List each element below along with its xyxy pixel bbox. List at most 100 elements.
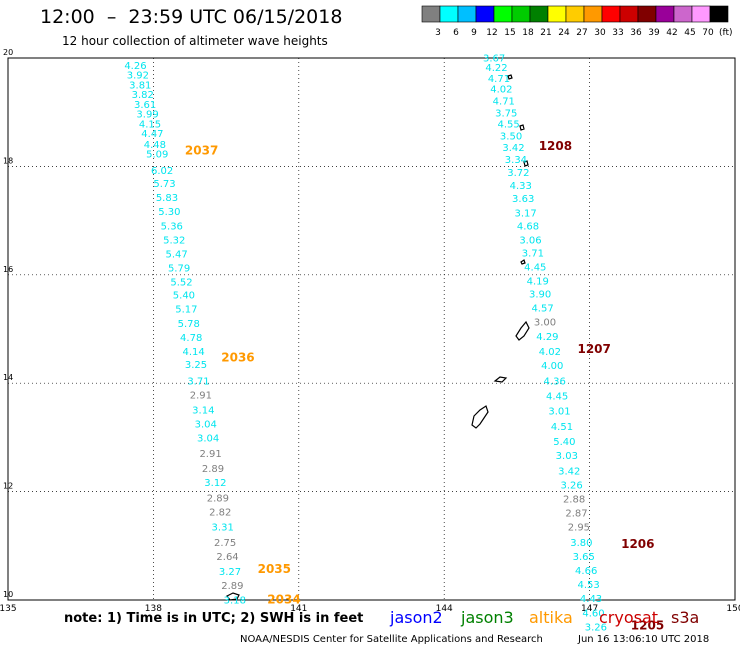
wave-height-value: 4.71 (488, 74, 510, 85)
wave-height-value: 3.04 (195, 420, 217, 431)
wave-height-value: 3.61 (134, 100, 156, 111)
wave-height-value: 3.63 (512, 194, 534, 205)
wave-height-value: 4.45 (524, 262, 546, 273)
wave-height-value: 4.19 (527, 277, 549, 288)
wave-height-value: 3.92 (127, 71, 149, 82)
wave-height-value: 5.73 (153, 179, 175, 190)
satellite-cryosat-label: cryosat (599, 608, 659, 627)
wave-height-value: 4.53 (577, 580, 599, 591)
satellite-s3a-label: s3a (671, 608, 700, 627)
wave-height-value: 5.52 (170, 278, 192, 289)
pass-time-label: 2035 (258, 562, 291, 576)
wave-height-value: 4.60 (582, 608, 604, 619)
wave-height-value: 4.43 (580, 594, 602, 605)
wave-height-value: 2.91 (199, 449, 221, 460)
wave-height-value: 3.75 (495, 109, 517, 120)
pass-time-label: 1208 (539, 139, 572, 153)
wave-height-value: 3.80 (570, 538, 592, 549)
legend-swatch (709, 5, 729, 23)
wave-height-value: 4.00 (541, 361, 563, 372)
legend-tick-label: 9 (471, 28, 477, 38)
wave-height-value: 3.71 (522, 248, 544, 259)
wave-height-value: 4.29 (536, 332, 558, 343)
wave-height-value: 3.82 (132, 90, 154, 101)
wave-height-value: 4.22 (485, 63, 507, 74)
wave-height-value: 4.26 (124, 61, 146, 72)
coastline (226, 592, 240, 601)
wave-height-value: 2.75 (214, 538, 236, 549)
wave-height-value: 3.01 (548, 407, 570, 418)
wave-height-value: 2.87 (565, 509, 587, 520)
y-tick-label: 18 (3, 156, 13, 165)
wave-height-value: 4.68 (517, 221, 539, 232)
wave-height-value: 3.04 (197, 434, 219, 445)
wave-height-value: 3.67 (483, 53, 505, 64)
legend-tick-label: 24 (558, 28, 570, 38)
legend-tick-label: 21 (540, 28, 551, 38)
legend-tick-label: 33 (612, 28, 623, 38)
wave-height-value: 3.17 (514, 208, 536, 219)
legend-tick-label: 30 (594, 28, 606, 38)
legend-tick-label: 3 (435, 28, 441, 38)
wave-height-value: 4.66 (575, 566, 597, 577)
wave-height-value: 3.27 (219, 567, 241, 578)
x-tick-label: 141 (290, 604, 307, 614)
wave-height-value: 2.88 (563, 494, 585, 505)
wave-height-value: 5.30 (158, 207, 180, 218)
legend-tick-label: 18 (522, 28, 534, 38)
wave-height-value: 3.14 (192, 406, 214, 417)
pass-time-label: 1207 (577, 342, 610, 356)
pass-time-label: 1206 (621, 537, 654, 551)
wave-height-value: 5.79 (168, 264, 190, 275)
pass-time-label: 2034 (267, 592, 300, 606)
wave-height-value: 3.26 (585, 622, 607, 633)
coastline (520, 259, 526, 265)
wave-height-value: 5.36 (161, 221, 183, 232)
generated-timestamp: Jun 16 13:06:10 UTC 2018 (578, 634, 710, 645)
legend-tick-label: 15 (504, 28, 515, 38)
x-tick-label: 135 (0, 604, 17, 614)
wave-height-value: 2.89 (221, 581, 243, 592)
wave-height-value: 3.06 (519, 235, 541, 246)
wave-height-value: 3.12 (204, 478, 226, 489)
coastline (471, 405, 489, 429)
wave-height-value: 2.91 (190, 390, 212, 401)
wave-height-value: 4.78 (180, 333, 202, 344)
wave-height-value: 4.47 (141, 129, 163, 140)
satellite-altika-label: altika (529, 608, 573, 627)
wave-height-value: 3.72 (507, 168, 529, 179)
satellite-jason3-label: jason3 (461, 608, 514, 627)
wave-height-value: 4.71 (493, 97, 515, 108)
wave-height-value: 3.25 (185, 360, 207, 371)
wave-height-value: 5.47 (166, 249, 188, 260)
wave-height-value: 4.02 (490, 85, 512, 96)
legend-unit: (ft) (719, 28, 733, 38)
wave-height-value: 5.17 (175, 305, 197, 316)
wave-height-value: 3.71 (187, 376, 209, 387)
wave-height-value: 3.90 (529, 290, 551, 301)
coastline (523, 160, 529, 167)
wave-height-value: 2.95 (568, 523, 590, 534)
wave-height-value: 3.18 (224, 595, 246, 606)
y-tick-label: 20 (3, 48, 13, 57)
wave-height-value: 5.40 (173, 291, 195, 302)
wave-height-value: 2.89 (207, 493, 229, 504)
legend-tick-label: 36 (630, 28, 642, 38)
footnote: note: 1) Time is in UTC; 2) SWH is in fe… (64, 611, 364, 626)
pass-time-label: 2036 (221, 351, 254, 365)
y-tick-label: 10 (3, 590, 13, 599)
credit-line: NOAA/NESDIS Center for Satellite Applica… (240, 634, 543, 645)
wave-height-value: 4.48 (144, 140, 166, 151)
pass-time-label: 1205 (631, 618, 664, 632)
wave-height-value: 3.03 (556, 451, 578, 462)
wave-height-value: 4.51 (551, 422, 573, 433)
legend-tick-label: 12 (486, 28, 497, 38)
wave-height-value: 3.42 (558, 466, 580, 477)
x-tick-label: 138 (145, 604, 162, 614)
wave-height-value: 5.09 (146, 150, 168, 161)
y-tick-label: 14 (3, 373, 13, 382)
x-tick-label: 150 (726, 604, 740, 614)
wave-height-value: 3.42 (502, 143, 524, 154)
wave-height-value: 4.57 (531, 304, 553, 315)
